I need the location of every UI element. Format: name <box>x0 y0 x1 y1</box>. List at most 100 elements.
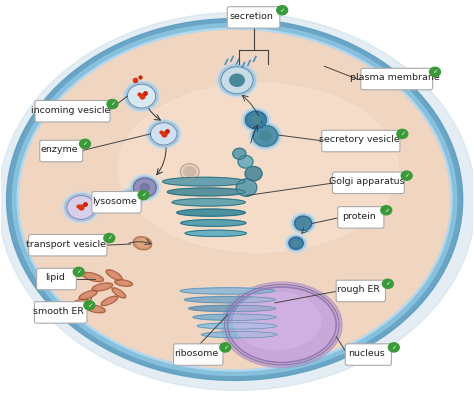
FancyBboxPatch shape <box>35 101 110 122</box>
FancyBboxPatch shape <box>322 130 400 152</box>
Ellipse shape <box>243 109 268 130</box>
Ellipse shape <box>72 300 91 306</box>
FancyBboxPatch shape <box>28 235 107 256</box>
Ellipse shape <box>65 194 97 221</box>
Ellipse shape <box>106 270 122 280</box>
Circle shape <box>429 67 440 77</box>
Ellipse shape <box>292 214 314 232</box>
Ellipse shape <box>249 122 282 150</box>
Text: ribosome: ribosome <box>174 349 219 358</box>
Text: lipid: lipid <box>45 273 64 282</box>
Text: ✓: ✓ <box>110 102 115 107</box>
Ellipse shape <box>89 306 101 311</box>
Text: secretion: secretion <box>230 12 273 21</box>
Ellipse shape <box>125 83 158 110</box>
Ellipse shape <box>115 280 132 286</box>
Ellipse shape <box>92 283 113 291</box>
Ellipse shape <box>201 332 277 338</box>
Ellipse shape <box>104 298 114 304</box>
Circle shape <box>84 301 95 310</box>
Ellipse shape <box>293 241 299 246</box>
Text: ✓: ✓ <box>400 131 405 136</box>
Text: ✓: ✓ <box>432 69 438 74</box>
Ellipse shape <box>19 30 450 369</box>
Ellipse shape <box>115 290 123 296</box>
Text: enzyme: enzyme <box>40 145 78 154</box>
Ellipse shape <box>151 123 177 145</box>
FancyBboxPatch shape <box>338 207 384 228</box>
Ellipse shape <box>295 216 312 231</box>
Ellipse shape <box>75 301 87 305</box>
Ellipse shape <box>180 164 199 180</box>
FancyBboxPatch shape <box>346 344 392 365</box>
Text: ✓: ✓ <box>82 141 88 146</box>
Circle shape <box>388 343 399 352</box>
FancyBboxPatch shape <box>35 302 87 323</box>
Ellipse shape <box>219 65 255 95</box>
Ellipse shape <box>131 176 158 199</box>
Ellipse shape <box>109 272 119 278</box>
Ellipse shape <box>121 192 140 207</box>
Ellipse shape <box>217 63 257 97</box>
FancyBboxPatch shape <box>361 68 433 90</box>
Ellipse shape <box>287 235 305 251</box>
Circle shape <box>73 267 84 277</box>
Text: ✓: ✓ <box>223 345 228 350</box>
Text: nucleus: nucleus <box>348 349 385 358</box>
FancyBboxPatch shape <box>173 344 223 365</box>
Ellipse shape <box>185 230 246 237</box>
Ellipse shape <box>129 174 160 201</box>
Ellipse shape <box>12 24 457 375</box>
Ellipse shape <box>177 209 245 216</box>
Ellipse shape <box>253 126 278 146</box>
Ellipse shape <box>79 290 97 300</box>
FancyBboxPatch shape <box>92 192 141 213</box>
Ellipse shape <box>193 314 276 320</box>
Ellipse shape <box>233 148 246 159</box>
Ellipse shape <box>285 234 308 253</box>
Ellipse shape <box>101 296 118 306</box>
Ellipse shape <box>163 177 245 186</box>
Circle shape <box>381 205 392 215</box>
FancyBboxPatch shape <box>336 280 385 302</box>
Ellipse shape <box>289 237 303 249</box>
Ellipse shape <box>146 119 181 148</box>
Ellipse shape <box>128 84 156 108</box>
Ellipse shape <box>0 13 474 390</box>
Text: incoming vesicle: incoming vesicle <box>31 106 110 115</box>
FancyBboxPatch shape <box>227 7 280 28</box>
Ellipse shape <box>230 74 244 86</box>
Ellipse shape <box>123 81 160 112</box>
Ellipse shape <box>246 111 266 129</box>
Ellipse shape <box>184 296 275 303</box>
Text: secretory vesicle: secretory vesicle <box>319 135 399 144</box>
Ellipse shape <box>134 178 156 197</box>
Ellipse shape <box>137 239 148 247</box>
Ellipse shape <box>184 167 196 177</box>
Ellipse shape <box>245 166 262 181</box>
Ellipse shape <box>82 292 93 298</box>
Ellipse shape <box>291 213 316 234</box>
Ellipse shape <box>238 155 253 168</box>
Circle shape <box>397 129 408 138</box>
Circle shape <box>220 343 231 352</box>
Ellipse shape <box>140 184 150 192</box>
Ellipse shape <box>167 188 245 196</box>
Circle shape <box>401 171 412 180</box>
Ellipse shape <box>241 108 271 132</box>
Text: ✓: ✓ <box>383 208 389 213</box>
Ellipse shape <box>17 28 452 371</box>
Circle shape <box>383 279 393 288</box>
Text: ✓: ✓ <box>385 281 391 286</box>
Ellipse shape <box>228 287 336 363</box>
FancyBboxPatch shape <box>36 268 76 290</box>
Text: ✓: ✓ <box>107 235 112 241</box>
Text: transport vesicle: transport vesicle <box>26 239 106 249</box>
Ellipse shape <box>86 274 100 280</box>
Ellipse shape <box>118 83 398 252</box>
Text: smooth ER: smooth ER <box>33 307 84 316</box>
Ellipse shape <box>112 288 126 298</box>
Circle shape <box>104 233 115 243</box>
Ellipse shape <box>222 282 342 367</box>
Ellipse shape <box>181 219 246 226</box>
